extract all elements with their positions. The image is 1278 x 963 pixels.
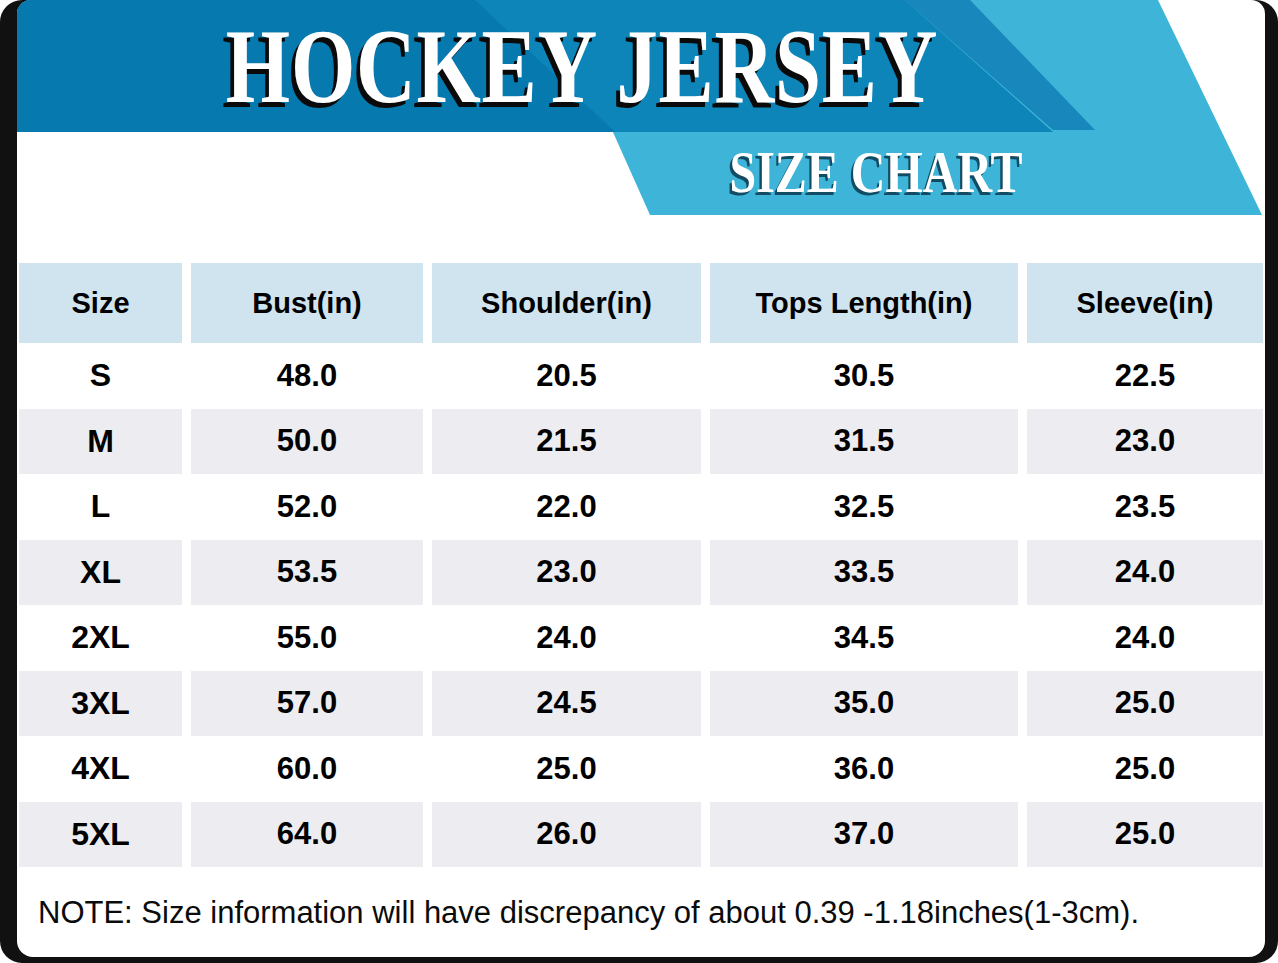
shoulder-value: 24.5 <box>432 671 701 737</box>
sleeve-value: 25.0 <box>1027 736 1263 802</box>
shoulder-value: 21.5 <box>432 409 701 475</box>
sleeve-value: 25.0 <box>1027 671 1263 737</box>
shoulder-value: 26.0 <box>432 802 701 868</box>
bust-value: 52.0 <box>191 474 423 540</box>
bust-value: 50.0 <box>191 409 423 475</box>
table-row-2xl: 2XL 55.0 24.0 34.5 24.0 <box>19 605 1265 671</box>
table-row-xl: XL 53.5 23.0 33.5 24.0 <box>19 540 1265 606</box>
bust-value: 53.5 <box>191 540 423 606</box>
bust-value: 55.0 <box>191 605 423 671</box>
tops-length-value: 36.0 <box>710 736 1018 802</box>
sleeve-value: 23.0 <box>1027 409 1263 475</box>
tops-length-value: 31.5 <box>710 409 1018 475</box>
shoulder-value: 25.0 <box>432 736 701 802</box>
column-header-bust: Bust(in) <box>191 263 423 343</box>
size-label: M <box>19 409 182 475</box>
tops-length-value: 30.5 <box>710 343 1018 409</box>
column-header-shoulder: Shoulder(in) <box>432 263 701 343</box>
bust-value: 64.0 <box>191 802 423 868</box>
size-chart-card: HOCKEY JERSEY SIZE CHART Size Bust(in) S… <box>17 0 1265 957</box>
bust-value: 60.0 <box>191 736 423 802</box>
shoulder-value: 22.0 <box>432 474 701 540</box>
table-row-4xl: 4XL 60.0 25.0 36.0 25.0 <box>19 736 1265 802</box>
tops-length-value: 37.0 <box>710 802 1018 868</box>
table-row-m: M 50.0 21.5 31.5 23.0 <box>19 409 1265 475</box>
size-label: 5XL <box>19 802 182 868</box>
table-row-5xl: 5XL 64.0 26.0 37.0 25.0 <box>19 802 1265 868</box>
page-subtitle: SIZE CHART <box>652 140 1100 204</box>
shoulder-value: 23.0 <box>432 540 701 606</box>
column-header-tops-length: Tops Length(in) <box>710 263 1018 343</box>
sleeve-value: 24.0 <box>1027 540 1263 606</box>
size-table: Size Bust(in) Shoulder(in) Tops Length(i… <box>19 263 1265 867</box>
tops-length-value: 35.0 <box>710 671 1018 737</box>
column-header-sleeve: Sleeve(in) <box>1027 263 1263 343</box>
table-header-row: Size Bust(in) Shoulder(in) Tops Length(i… <box>19 263 1265 343</box>
size-label: 2XL <box>19 605 182 671</box>
page-title: HOCKEY JERSEY <box>141 14 1022 120</box>
size-label: XL <box>19 540 182 606</box>
sleeve-value: 23.5 <box>1027 474 1263 540</box>
tops-length-value: 33.5 <box>710 540 1018 606</box>
size-label: L <box>19 474 182 540</box>
table-row-3xl: 3XL 57.0 24.5 35.0 25.0 <box>19 671 1265 737</box>
tops-length-value: 34.5 <box>710 605 1018 671</box>
table-row-s: S 48.0 20.5 30.5 22.5 <box>19 343 1265 409</box>
banner: HOCKEY JERSEY SIZE CHART <box>17 0 1265 215</box>
sleeve-value: 22.5 <box>1027 343 1263 409</box>
bust-value: 48.0 <box>191 343 423 409</box>
size-note: NOTE: Size information will have discrep… <box>38 893 1248 933</box>
tops-length-value: 32.5 <box>710 474 1018 540</box>
sleeve-value: 25.0 <box>1027 802 1263 868</box>
size-label: S <box>19 343 182 409</box>
photo-frame: HOCKEY JERSEY SIZE CHART Size Bust(in) S… <box>0 0 1278 963</box>
shoulder-value: 24.0 <box>432 605 701 671</box>
sleeve-value: 24.0 <box>1027 605 1263 671</box>
size-label: 4XL <box>19 736 182 802</box>
shoulder-value: 20.5 <box>432 343 701 409</box>
bust-value: 57.0 <box>191 671 423 737</box>
column-header-size: Size <box>19 263 182 343</box>
table-row-l: L 52.0 22.0 32.5 23.5 <box>19 474 1265 540</box>
size-label: 3XL <box>19 671 182 737</box>
